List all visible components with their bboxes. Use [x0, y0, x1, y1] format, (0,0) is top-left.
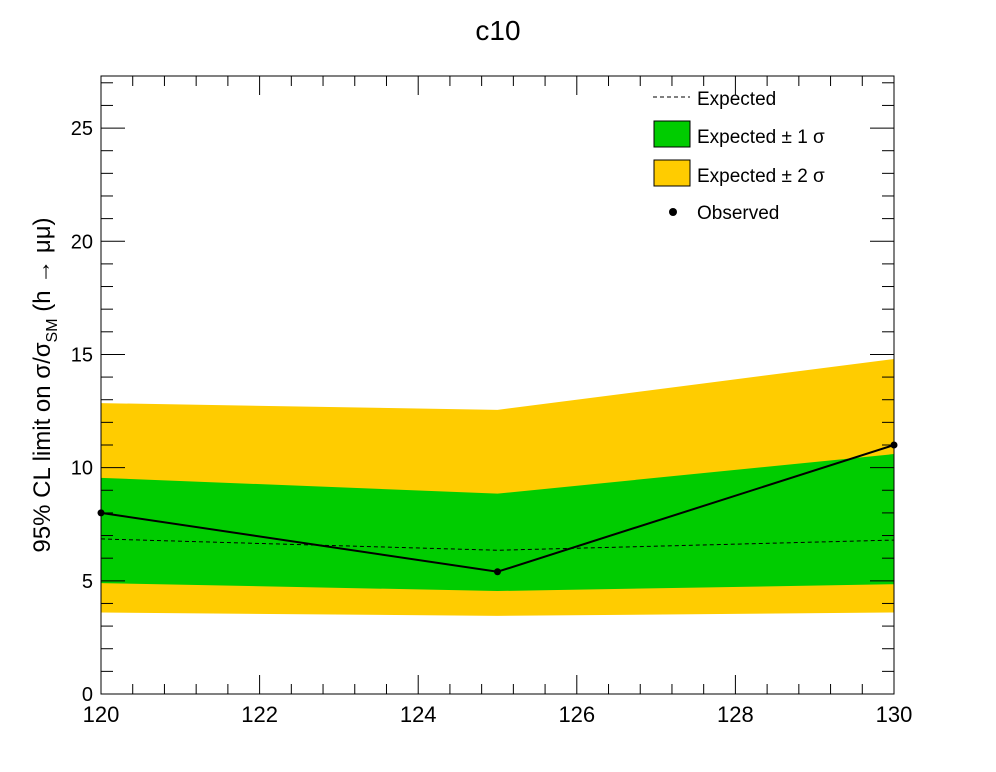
legend-expected-label: Expected	[697, 89, 776, 110]
observed-point	[494, 568, 501, 576]
y-axis-label-subscript: SM	[44, 318, 61, 342]
y-axis-label-main: 95% CL limit on σ/σ	[29, 342, 56, 552]
x-tick-label: 122	[241, 702, 278, 727]
expected-line	[100, 538, 895, 551]
x-tick-label: 124	[400, 702, 437, 727]
y-tick-label: 25	[71, 118, 93, 140]
legend-one-sigma-label: Expected ± 1 σ	[697, 127, 825, 148]
x-tick-label: 128	[717, 702, 754, 727]
y-tick-label: 5	[82, 571, 93, 593]
x-tick-label: 126	[558, 702, 595, 727]
x-tick-label: 130	[876, 702, 913, 727]
lines-layer	[97, 441, 898, 576]
y-axis-label-tail: (h → μμ)	[29, 217, 56, 318]
legend: Expected Expected ± 1 σ Expected ± 2 σ O…	[653, 89, 825, 224]
axes-layer: 120 122 124 126 128 130 0 5 10 15 20 25	[71, 75, 913, 727]
legend-two-sigma-label: Expected ± 2 σ	[697, 166, 825, 187]
y-tick-label: 10	[71, 458, 93, 480]
legend-two-sigma-swatch	[653, 159, 691, 187]
legend-observed-marker	[669, 208, 677, 216]
legend-one-sigma-swatch	[653, 120, 691, 148]
bands-layer	[101, 358, 894, 616]
y-tick-label: 20	[71, 231, 93, 253]
y-axis-label: 95% CL limit on σ/σSM (h → μμ)	[29, 217, 61, 552]
x-tick-label: 120	[83, 702, 120, 727]
one-sigma-band	[101, 454, 894, 591]
y-tick-label: 15	[71, 344, 93, 366]
chart-title: c10	[475, 15, 520, 46]
plot-frame	[100, 75, 895, 695]
legend-observed-label: Observed	[697, 203, 779, 224]
y-tick-label: 0	[82, 684, 93, 706]
